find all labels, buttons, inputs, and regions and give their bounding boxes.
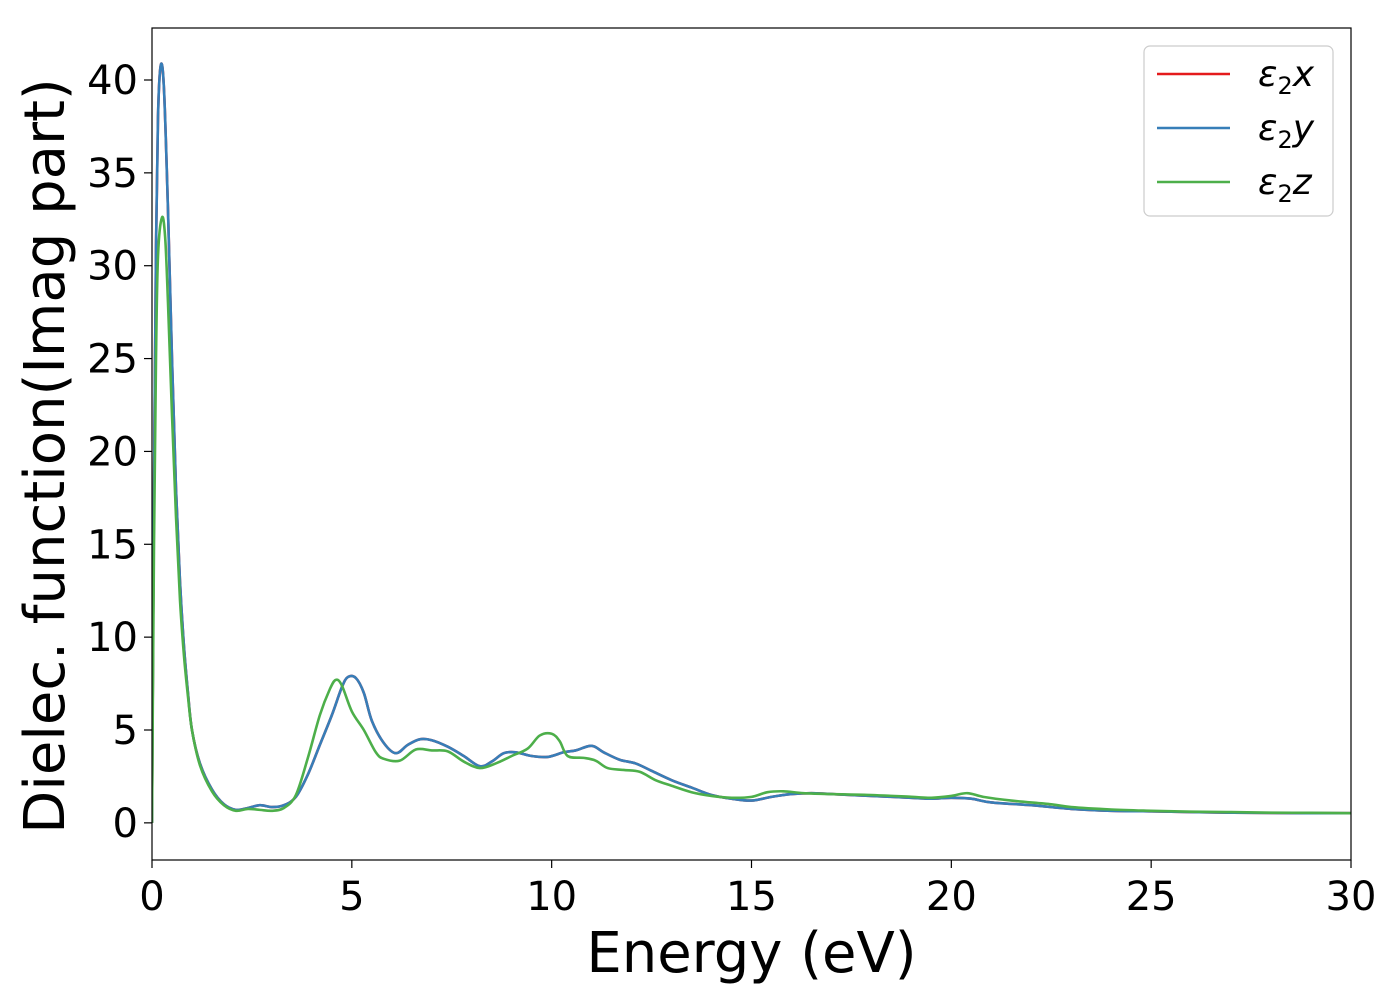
y-tick-label: 5	[113, 708, 138, 754]
legend-item-x: ε2x	[1157, 54, 1315, 100]
x-tick-label: 10	[526, 874, 577, 920]
x-axis-label: Energy (eV)	[586, 921, 916, 986]
y-tick-label: 30	[87, 244, 138, 290]
legend-label: ε2y	[1258, 108, 1315, 154]
y-tick-label: 35	[87, 151, 138, 197]
y-tick-label: 0	[113, 801, 138, 847]
legend-item-y: ε2y	[1157, 108, 1315, 154]
legend-label: ε2z	[1258, 162, 1313, 208]
x-axis-ticks: 0 5 10 15 20 25 30	[139, 860, 1376, 920]
y-tick-label: 15	[87, 522, 138, 568]
x-tick-label: 30	[1326, 874, 1377, 920]
y-tick-label: 25	[87, 337, 138, 383]
y-axis-ticks: 0 5 10 15 20 25 30 35 40	[87, 58, 152, 847]
y-axis-label: Dielec. function(Imag part)	[13, 78, 78, 834]
legend-box	[1143, 45, 1334, 217]
plot-lines	[152, 62, 1351, 823]
y-tick-label: 10	[87, 615, 138, 661]
series-line-z	[152, 215, 1351, 823]
x-tick-label: 15	[726, 874, 777, 920]
legend-item-z: ε2z	[1157, 162, 1313, 208]
y-tick-label: 40	[87, 58, 138, 104]
y-tick-label: 20	[87, 429, 138, 475]
x-tick-label: 5	[339, 874, 364, 920]
x-tick-label: 25	[1126, 874, 1177, 920]
legend-label: ε2x	[1258, 54, 1315, 100]
legend: ε2x ε2y ε2z	[1143, 45, 1334, 217]
x-tick-label: 20	[926, 874, 977, 920]
x-tick-label: 0	[139, 874, 164, 920]
